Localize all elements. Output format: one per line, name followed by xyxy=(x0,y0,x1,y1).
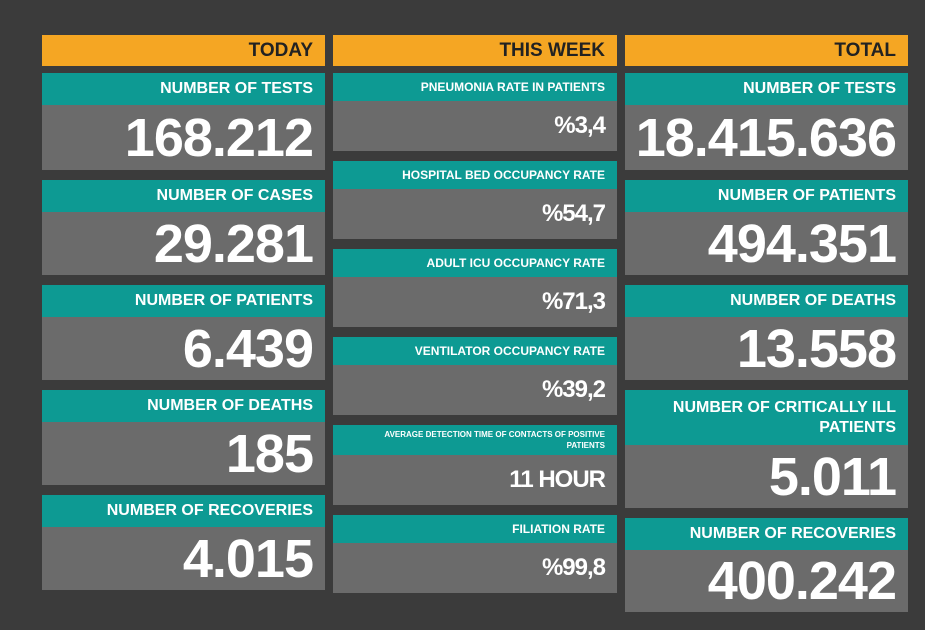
stat-label: NUMBER OF RECOVERIES xyxy=(625,518,908,550)
stat-label: NUMBER OF DEATHS xyxy=(625,285,908,317)
stat-value: %99,8 xyxy=(333,543,617,593)
stat-value: 6.439 xyxy=(42,317,325,380)
stat-label: NUMBER OF PATIENTS xyxy=(625,180,908,212)
stat-label: NUMBER OF CASES xyxy=(42,180,325,212)
stat-label: NUMBER OF PATIENTS xyxy=(42,285,325,317)
stat-value: 29.281 xyxy=(42,212,325,275)
stat-label: FILIATION RATE xyxy=(333,515,617,543)
stat-value: %3,4 xyxy=(333,101,617,151)
stat-label: NUMBER OF TESTS xyxy=(42,73,325,105)
stat-label: NUMBER OF CRITICALLY ILL PATIENTS xyxy=(625,390,908,445)
stat-value: 168.212 xyxy=(42,105,325,170)
column-header: THIS WEEK xyxy=(333,35,617,66)
stat-value: 494.351 xyxy=(625,212,908,275)
stat-value: 4.015 xyxy=(42,527,325,590)
stat-label: NUMBER OF TESTS xyxy=(625,73,908,105)
column-header: TODAY xyxy=(42,35,325,66)
stat-value: 11 HOUR xyxy=(333,455,617,505)
stat-label: AVERAGE DETECTION TIME OF CONTACTS OF PO… xyxy=(333,425,617,455)
stat-label: ADULT ICU OCCUPANCY RATE xyxy=(333,249,617,277)
stat-label: HOSPITAL BED OCCUPANCY RATE xyxy=(333,161,617,189)
stat-value: %71,3 xyxy=(333,277,617,327)
stat-value: 5.011 xyxy=(625,445,908,508)
stat-value: 13.558 xyxy=(625,317,908,380)
column-header: TOTAL xyxy=(625,35,908,66)
stat-label: VENTILATOR OCCUPANCY RATE xyxy=(333,337,617,365)
stat-value: 400.242 xyxy=(625,550,908,612)
stat-value: 18.415.636 xyxy=(625,105,908,170)
stat-value: %39,2 xyxy=(333,365,617,415)
stat-label: NUMBER OF RECOVERIES xyxy=(42,495,325,527)
stat-label: PNEUMONIA RATE IN PATIENTS xyxy=(333,73,617,101)
stat-value: 185 xyxy=(42,422,325,485)
stat-value: %54,7 xyxy=(333,189,617,239)
stat-label: NUMBER OF DEATHS xyxy=(42,390,325,422)
